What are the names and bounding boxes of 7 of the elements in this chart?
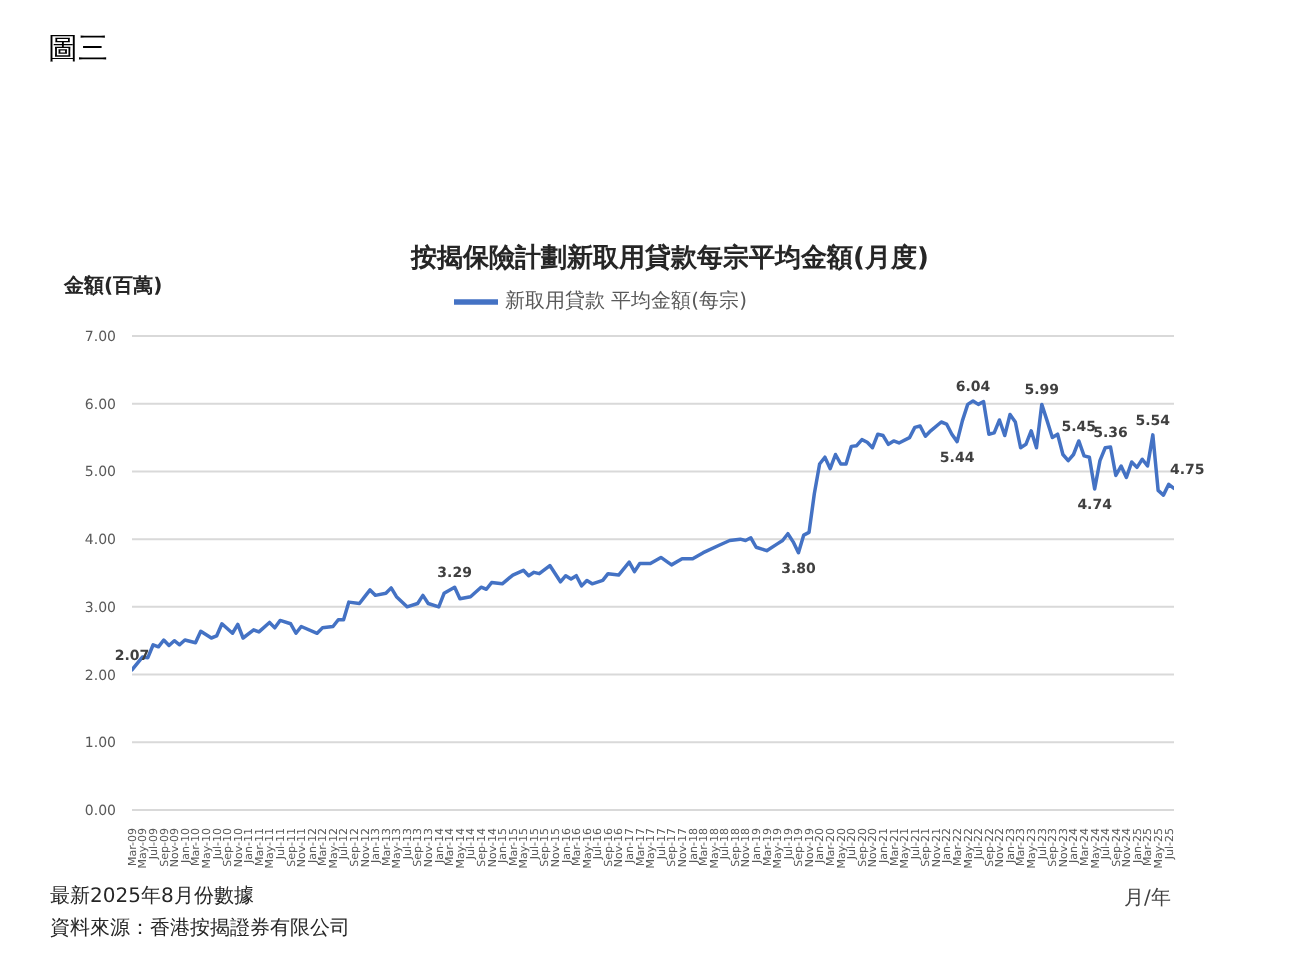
source-note: 資料來源：香港按揭證券有限公司 xyxy=(50,915,350,942)
text: 圖三 xyxy=(48,30,108,68)
legend-label: 新取用貸款 平均金額(每宗) xyxy=(505,291,747,314)
chart-title: 按揭保險計劃新取用貸款每宗平均金額(月度) xyxy=(408,241,931,276)
text: 最新2025年8月份數據 xyxy=(50,883,254,910)
y-axis-title: 金額(百萬) xyxy=(64,273,163,300)
x-axis-title: 月/年 xyxy=(1124,886,1171,912)
